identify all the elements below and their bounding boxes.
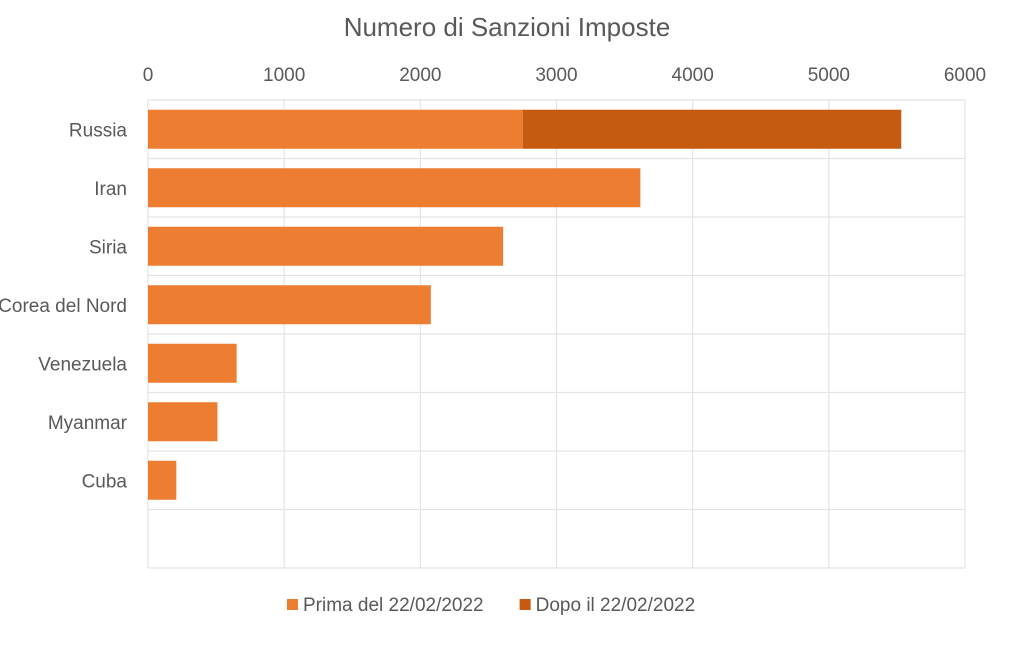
category-label: Iran <box>94 179 127 200</box>
category-label: Russia <box>69 120 128 141</box>
category-label: Myanmar <box>48 413 128 434</box>
x-tick-label: 6000 <box>944 65 986 86</box>
bar-segment <box>148 226 504 266</box>
y-axis-categories: Russia Iran Siria Corea del Nord Venezuela My… <box>0 120 128 492</box>
bar-segment <box>148 285 431 325</box>
category-label: Venezuela <box>38 354 127 375</box>
bar-segment <box>148 343 237 383</box>
bar-segment <box>148 402 218 442</box>
category-label: Corea del Nord <box>0 296 127 317</box>
gridlines <box>147 99 966 569</box>
bar-segment <box>148 168 641 208</box>
legend-label: Dopo il 22/02/2022 <box>536 595 696 616</box>
legend: Prima del 22/02/2022 Dopo il 22/02/2022 <box>287 595 695 616</box>
x-tick-label: 0 <box>143 65 154 86</box>
category-label: Cuba <box>82 471 128 492</box>
x-tick-label: 4000 <box>672 65 714 86</box>
chart-title: Numero di Sanzioni Imposte <box>344 12 671 42</box>
bars <box>148 109 902 500</box>
legend-swatch <box>519 599 531 610</box>
x-tick-label: 3000 <box>535 65 577 86</box>
category-label: Siria <box>89 237 127 258</box>
x-tick-label: 1000 <box>263 65 305 86</box>
x-tick-label: 2000 <box>399 65 441 86</box>
bar-segment <box>148 460 177 500</box>
legend-label: Prima del 22/02/2022 <box>303 595 484 616</box>
bar-segment <box>523 109 902 149</box>
legend-swatch <box>287 599 298 610</box>
bar-segment <box>148 109 524 149</box>
x-tick-label: 5000 <box>808 65 850 86</box>
x-axis-ticks: 0 1000 2000 3000 4000 5000 6000 <box>143 65 986 86</box>
